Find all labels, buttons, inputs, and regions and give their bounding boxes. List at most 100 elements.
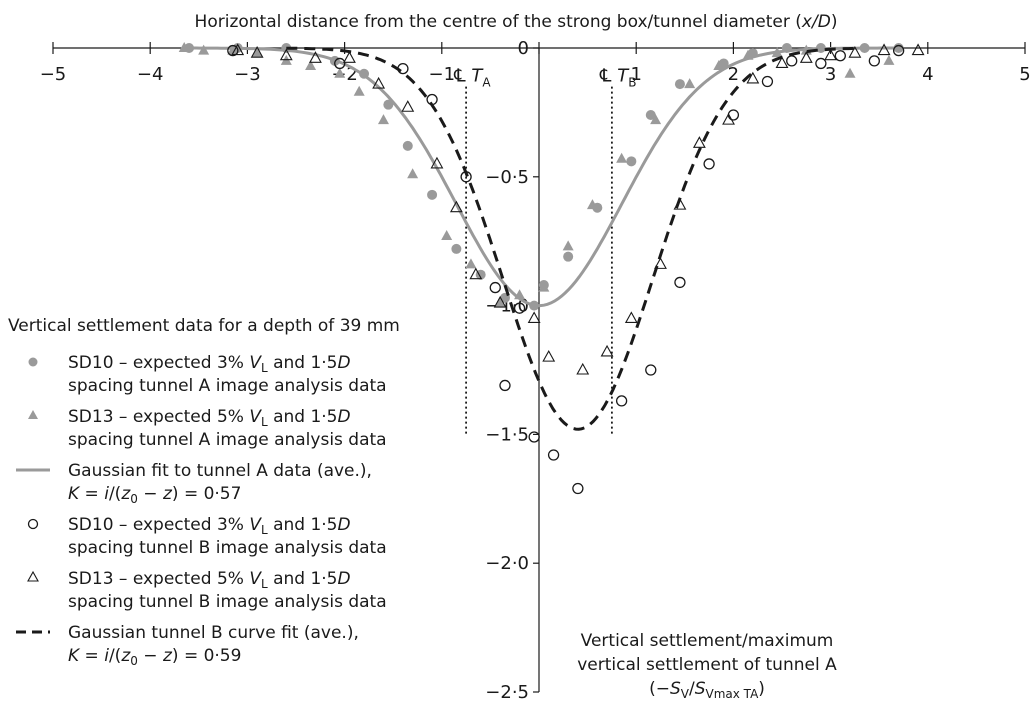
data-point <box>383 99 394 110</box>
data-point <box>401 100 415 112</box>
legend-marker <box>28 410 38 419</box>
data-point <box>844 67 856 78</box>
data-point <box>824 48 838 61</box>
data-point <box>834 50 846 62</box>
series-2 <box>189 46 899 308</box>
data-point <box>775 56 789 69</box>
data-point <box>489 281 501 294</box>
x-tick-label: −5 <box>40 64 67 85</box>
tunnel-centrelines: ℄ TA ℄ TB <box>453 65 636 435</box>
data-point <box>645 109 656 120</box>
series-1 <box>178 42 895 308</box>
fit-curve <box>286 46 860 431</box>
data-point <box>883 54 895 65</box>
data-point <box>654 257 667 269</box>
data-point <box>527 311 541 324</box>
data-point <box>227 44 239 57</box>
data-point <box>377 114 389 125</box>
data-point <box>372 76 386 89</box>
x-axis-title: Horizontal distance from the centre of t… <box>195 12 838 32</box>
legend-title: Vertical settlement data for a depth of … <box>8 316 400 336</box>
legend-label: spacing tunnel A image analysis data <box>68 376 387 396</box>
legend-label: spacing tunnel A image analysis data <box>68 430 387 450</box>
y-tick-label: −2·5 <box>485 682 529 703</box>
data-point <box>911 43 925 56</box>
data-point <box>877 43 891 56</box>
x-tick-label: 2 <box>728 64 739 85</box>
data-point <box>343 51 356 63</box>
data-point <box>600 344 614 357</box>
x-tick-label: −2 <box>331 64 358 85</box>
legend-item: Gaussian tunnel B curve fit (ave.), K = i… <box>16 623 359 668</box>
data-point <box>334 67 346 78</box>
x-tick-label: 5 <box>1019 64 1030 85</box>
data-point <box>674 276 686 289</box>
x-tick-label: −1 <box>429 64 456 85</box>
data-point <box>626 156 637 167</box>
data-point <box>427 189 438 200</box>
data-point <box>402 140 413 151</box>
data-point <box>494 297 506 308</box>
y-tick-label: −1·0 <box>485 296 529 317</box>
y-tick-label: −2·0 <box>485 553 529 574</box>
fit-curve <box>189 46 899 308</box>
data-point <box>250 46 264 58</box>
data-point <box>178 42 190 52</box>
data-point <box>231 43 245 56</box>
axes: −5 −4 −3 −2 −1 1 2 3 4 5 0 −0·5 −1·0 −1·5 −2·0 −2·5 Hori… <box>40 12 1031 703</box>
data-point <box>645 364 657 376</box>
data-point <box>650 114 662 125</box>
data-point <box>674 79 685 90</box>
data-point <box>684 78 696 89</box>
x-tick-label: 1 <box>630 64 641 85</box>
legend-label: spacing tunnel B image analysis data <box>68 538 387 558</box>
series-4 <box>231 43 925 375</box>
series-5 <box>286 46 860 431</box>
legend-label: Gaussian tunnel B curve fit (ave.), <box>68 623 359 643</box>
legend-label: SD10 – expected 3% VL and 1·5D <box>68 353 351 375</box>
data-point <box>499 379 511 392</box>
y-tick-label: 0 <box>518 38 529 59</box>
series-0 <box>184 43 904 311</box>
x-tick-label: 3 <box>825 64 836 85</box>
x-tick-label: 4 <box>922 64 933 85</box>
series-layer <box>178 42 925 495</box>
data-point <box>848 46 862 58</box>
x-tick-label: −4 <box>137 64 164 85</box>
legend-marker <box>28 357 38 367</box>
data-point <box>786 55 798 67</box>
legend-marker <box>27 570 39 582</box>
legend-label: K = i/(z0 − z) = 0·57 <box>68 484 241 506</box>
data-point <box>722 112 735 125</box>
data-point <box>305 60 317 71</box>
data-point <box>513 302 526 314</box>
data-point <box>799 51 813 63</box>
data-point <box>563 251 574 262</box>
data-point <box>538 281 550 292</box>
series-3 <box>227 44 905 495</box>
data-point <box>465 258 477 269</box>
data-point <box>761 75 774 88</box>
data-point <box>624 311 638 324</box>
legend-label: Gaussian fit to tunnel A data (ave.), <box>68 461 372 481</box>
data-point <box>868 55 880 67</box>
data-point <box>746 71 760 84</box>
data-point <box>407 168 419 179</box>
data-point <box>279 48 293 61</box>
legend-item: Gaussian fit to tunnel A data (ave.), K =… <box>16 461 372 506</box>
data-point <box>451 243 462 254</box>
data-point <box>893 43 904 53</box>
data-point <box>616 152 628 163</box>
data-point <box>528 431 540 443</box>
data-point <box>353 85 365 96</box>
y-tick-label: −1·5 <box>485 424 529 445</box>
data-point <box>815 57 827 70</box>
legend: Vertical settlement data for a depth of … <box>8 316 400 668</box>
data-point <box>449 200 463 213</box>
data-point <box>430 156 444 169</box>
legend-label: SD13 – expected 5% VL and 1·5D <box>68 569 351 591</box>
data-point <box>251 47 263 58</box>
